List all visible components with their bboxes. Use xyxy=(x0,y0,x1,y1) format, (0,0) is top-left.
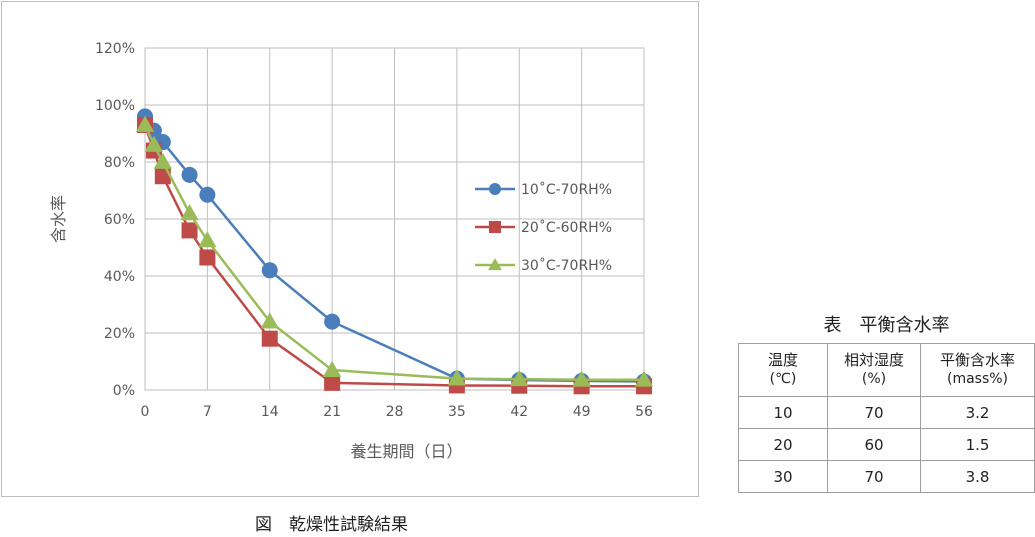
data-point xyxy=(199,249,216,266)
header-cell-humidity: 相対湿度 (%) xyxy=(827,343,921,397)
table-row: 30 70 3.8 xyxy=(738,460,1035,493)
equilibrium-moisture-table: 温度 (℃) 相対湿度 (%) 平衡含水率 (mass%) 10 70 3.2 … xyxy=(738,343,1035,493)
header-main: 相対湿度 xyxy=(843,351,904,369)
data-point xyxy=(510,369,529,387)
data-point xyxy=(180,204,199,221)
data-point xyxy=(199,186,216,203)
y-axis-title: 含水率 xyxy=(49,195,68,243)
table-row: 20 60 1.5 xyxy=(738,428,1035,461)
legend-marker xyxy=(489,183,501,195)
table-cell: 20 xyxy=(738,428,828,461)
data-point xyxy=(324,374,341,391)
data-point xyxy=(181,222,198,239)
header-main: 平衡含水率 xyxy=(939,351,1015,369)
x-tick-label: 28 xyxy=(386,404,404,420)
table-row: 10 70 3.2 xyxy=(738,396,1035,429)
legend-entry: 30˚C-70RH% xyxy=(521,257,612,274)
y-tick-label: 0% xyxy=(113,383,135,399)
data-point xyxy=(144,135,164,152)
legend-entry: 10˚C-70RH% xyxy=(521,181,612,198)
y-tick-label: 120% xyxy=(95,41,135,57)
data-point xyxy=(322,360,342,377)
table-cell: 60 xyxy=(827,428,921,461)
data-point xyxy=(261,330,278,347)
y-tick-label: 80% xyxy=(104,155,135,171)
table-header-row: 温度 (℃) 相対湿度 (%) 平衡含水率 (mass%) xyxy=(738,343,1035,397)
x-tick-label: 21 xyxy=(323,404,341,420)
y-tick-label: 60% xyxy=(104,212,135,228)
table-cell: 30 xyxy=(738,460,828,493)
data-point xyxy=(260,312,279,329)
legend-marker xyxy=(488,258,502,271)
data-point xyxy=(324,313,341,330)
data-point xyxy=(198,231,217,248)
drying-test-chart: 0% 20% 40% 60% 80% 100% 120% 0 7 14 21 28 35 42 49 56 養生… xyxy=(49,41,654,461)
chart-frame: 0% 20% 40% 60% 80% 100% 120% 0 7 14 21 28 35 42 49 56 養生… xyxy=(1,1,699,497)
table-cell: 3.2 xyxy=(920,396,1035,429)
data-point xyxy=(572,370,591,387)
table-cell: 70 xyxy=(827,396,921,429)
table-title: 表 平衡含水率 xyxy=(823,315,950,336)
x-tick-label: 7 xyxy=(203,404,212,420)
x-tick-label: 35 xyxy=(448,404,466,420)
y-tick-label: 20% xyxy=(104,326,135,342)
legend-marker xyxy=(489,221,501,233)
x-tick-label: 42 xyxy=(510,404,528,420)
x-tick-label: 49 xyxy=(573,404,591,420)
x-tick-label: 14 xyxy=(261,404,279,420)
header-sub: (℃) xyxy=(769,371,797,387)
header-cell-equilibrium: 平衡含水率 (mass%) xyxy=(920,343,1035,397)
data-point xyxy=(261,262,278,279)
header-main: 温度 xyxy=(767,351,798,369)
x-axis-title: 養生期間（日） xyxy=(350,442,462,461)
table-cell: 70 xyxy=(827,460,921,493)
y-tick-label: 100% xyxy=(95,98,135,114)
table-cell: 10 xyxy=(738,396,828,429)
header-sub: (%) xyxy=(861,371,887,387)
table-cell: 3.8 xyxy=(920,460,1035,493)
data-point xyxy=(447,369,467,386)
table-cell: 1.5 xyxy=(920,428,1035,461)
y-tick-label: 40% xyxy=(104,269,135,285)
figure-caption: 図 乾燥性試験結果 xyxy=(255,515,408,535)
header-sub: (mass%) xyxy=(946,371,1009,387)
data-point xyxy=(181,166,198,183)
header-cell-temperature: 温度 (℃) xyxy=(738,343,828,397)
legend-entry: 20˚C-60RH% xyxy=(521,219,612,236)
x-tick-label: 56 xyxy=(635,404,653,420)
data-point xyxy=(634,370,654,387)
data-point xyxy=(153,152,173,169)
x-tick-label: 0 xyxy=(141,404,150,420)
data-point xyxy=(135,115,155,132)
